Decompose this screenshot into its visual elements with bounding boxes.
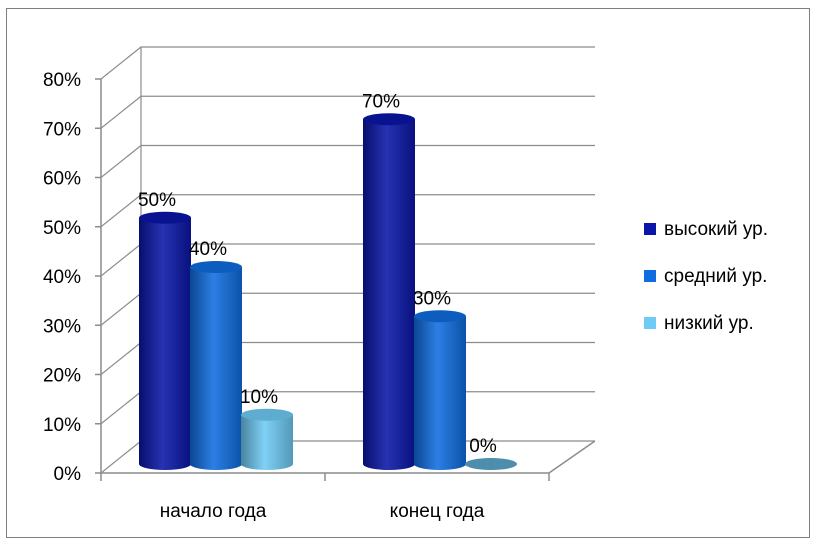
data-label: 70% <box>362 91 400 112</box>
y-tick-label: 40% <box>43 267 81 288</box>
bar-body <box>139 217 191 470</box>
bar <box>241 408 293 470</box>
x-tick-label: начало года <box>160 501 267 522</box>
chart-canvas: 0% 10% 20% 30% 40% 50% 60% 70% 80% начало года ко… <box>43 46 768 522</box>
chart-legend: высокий ур. средний ур. низкий ур. <box>644 219 768 334</box>
bar-top <box>363 113 415 126</box>
bar <box>465 458 517 470</box>
bar-top <box>414 310 466 323</box>
y-tick-label: 0% <box>54 464 82 485</box>
legend-item: средний ур. <box>644 266 767 287</box>
chart-frame: 0% 10% 20% 30% 40% 50% 60% 70% 80% начало года ко… <box>6 8 810 538</box>
y-tick-label: 60% <box>43 169 81 190</box>
legend-swatch <box>644 270 656 282</box>
gridline <box>100 95 595 129</box>
gridline <box>100 46 595 80</box>
x-axis-ticks: начало года конец года <box>100 473 550 522</box>
gridline <box>100 144 595 178</box>
data-label: 10% <box>240 387 278 408</box>
bar-top <box>190 261 242 273</box>
y-tick-label: 30% <box>43 316 81 337</box>
data-label: 40% <box>189 239 227 260</box>
chart-bars <box>139 113 517 470</box>
data-label: 50% <box>138 190 176 211</box>
bar-body <box>363 119 415 470</box>
legend-item: высокий ур. <box>644 219 768 240</box>
data-label: 0% <box>469 436 497 457</box>
x-tick-label: конец года <box>390 501 485 522</box>
y-tick-label: 50% <box>43 218 81 239</box>
legend-label: низкий ур. <box>664 313 754 334</box>
bar <box>190 261 242 470</box>
y-tick-label: 70% <box>43 119 81 140</box>
legend-swatch <box>644 223 656 235</box>
bar <box>363 113 415 470</box>
bar-top <box>139 211 191 224</box>
bar-top <box>465 458 517 470</box>
bar-body <box>190 267 242 470</box>
legend-swatch <box>644 317 656 329</box>
bar-body <box>241 414 293 470</box>
legend-label: высокий ур. <box>664 219 768 240</box>
data-label: 30% <box>413 288 451 309</box>
bar <box>414 310 466 470</box>
data-labels: 50% 70% 40% 30% 10% 0% <box>138 91 497 457</box>
bar-body <box>414 316 466 470</box>
y-tick-label: 20% <box>43 366 81 387</box>
legend-item: низкий ур. <box>644 313 754 334</box>
bar-top <box>241 408 293 421</box>
legend-label: средний ур. <box>664 266 767 287</box>
y-axis-ticks: 0% 10% 20% 30% 40% 50% 60% 70% 80% <box>43 70 81 485</box>
y-tick-label: 10% <box>43 415 81 436</box>
y-tick-label: 80% <box>43 70 81 91</box>
bar <box>139 211 191 470</box>
